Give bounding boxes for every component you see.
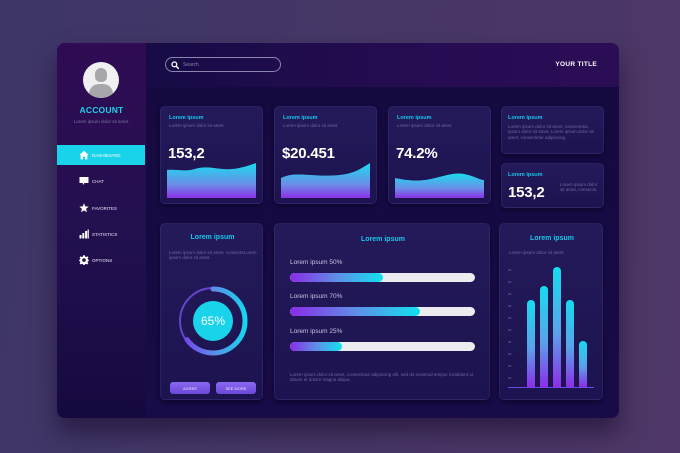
- sidebar-item-label: OPTIONS: [92, 257, 113, 263]
- progress-card-title: Lorem ipsum: [361, 236, 405, 243]
- mini-stat-text: Lorem ipsum dolor sit amet, consecte.: [560, 182, 598, 193]
- axis-tick: 00: [508, 328, 512, 332]
- progress-bar: [290, 273, 475, 282]
- gear-icon: [78, 255, 89, 265]
- chart-bar: [527, 300, 535, 387]
- mini-stat-card: Lorem ipsum 153,2 Lorem ipsum dolor sit …: [501, 163, 604, 208]
- sidebar-item-chat[interactable]: CHAT: [57, 171, 145, 191]
- account-subtitle: Lorem ipsum dolor sit amet.: [73, 119, 130, 124]
- info-card-title: Lorem ipsum: [508, 115, 543, 121]
- agree-button[interactable]: AGREE: [170, 382, 210, 394]
- sidebar-item-label: DASHBOARD: [92, 152, 121, 158]
- stat-card-title: Lorem ipsum: [169, 115, 204, 121]
- chart-bar: [540, 286, 548, 387]
- stat-card-value: 74.2%: [396, 145, 438, 162]
- progress-label: Lorem ipsum 70%: [290, 293, 343, 300]
- stat-card-subtitle: Lorem ipsum dolor sit amet.: [397, 123, 453, 128]
- stat-card: Lorem ipsum Lorem ipsum dolor sit amet. …: [388, 106, 491, 204]
- info-card-text: Lorem ipsum dolor sit amet, consectetur,…: [508, 124, 594, 140]
- progress-bar: [290, 307, 475, 316]
- bar-chart-card: Lorem ipsum Lorem ipsum dolor sit amet. …: [499, 223, 603, 400]
- mini-stat-value: 153,2: [508, 184, 545, 201]
- donut-card: Lorem ipsum Lorem ipsum dolor sit amet, …: [160, 223, 263, 400]
- mini-stat-title: Lorem ipsum: [508, 172, 543, 178]
- stat-card-subtitle: Lorem ipsum dolor sit amet.: [283, 123, 339, 128]
- account-title: ACCOUNT: [79, 105, 124, 115]
- axis-tick: 00: [508, 280, 512, 284]
- area-chart: [167, 162, 256, 198]
- progress-card: Lorem ipsum Lorem ipsum 50% Lorem ipsum …: [274, 223, 490, 400]
- stat-card: Lorem ipsum Lorem ipsum dolor sit amet. …: [160, 106, 263, 204]
- axis-tick: 00: [508, 304, 512, 308]
- avatar-body-icon: [89, 84, 113, 98]
- sidebar-item-label: FAVORITES: [92, 205, 117, 211]
- donut-chart: 65%: [176, 284, 250, 358]
- progress-card-footer: Lorem ipsum dolor sit amet, consectetur …: [290, 372, 474, 383]
- sidebar-item-favorites[interactable]: FAVORITES: [57, 198, 145, 218]
- stat-card-title: Lorem ipsum: [397, 115, 432, 121]
- avatar[interactable]: [83, 62, 119, 98]
- sidebar-item-statistics[interactable]: STATISTICS: [57, 224, 145, 244]
- sidebar-item-label: CHAT: [92, 178, 104, 184]
- area-chart: [281, 162, 370, 198]
- chart-bar: [553, 267, 561, 387]
- axis-tick: 00: [508, 316, 512, 320]
- progress-label: Lorem ipsum 50%: [290, 259, 343, 266]
- search-bar[interactable]: [165, 57, 281, 72]
- dashboard-window: ACCOUNT Lorem ipsum dolor sit amet. DASH…: [57, 43, 619, 418]
- axis-tick: 00: [508, 364, 512, 368]
- bar-chart-subtitle: Lorem ipsum dolor sit amet.: [509, 250, 565, 255]
- stat-card-value: 153,2: [168, 145, 205, 162]
- progress-label: Lorem ipsum 25%: [290, 328, 343, 335]
- stat-card-subtitle: Lorem ipsum dolor sit amet.: [169, 123, 225, 128]
- sidebar-item-label: STATISTICS: [92, 231, 118, 237]
- stat-card-title: Lorem ipsum: [283, 115, 318, 121]
- chart-bar: [566, 300, 574, 387]
- page-title: YOUR TITLE: [555, 61, 597, 68]
- star-icon: [78, 203, 89, 213]
- search-icon: [171, 60, 179, 69]
- donut-card-title: Lorem ipsum: [190, 234, 235, 241]
- progress-fill: [290, 307, 420, 316]
- progress-fill: [290, 273, 383, 282]
- axis-tick: 00: [508, 292, 512, 296]
- sidebar-item-dashboard[interactable]: DASHBOARD: [57, 145, 145, 165]
- sidebar-item-options[interactable]: OPTIONS: [57, 250, 145, 270]
- progress-bar: [290, 342, 475, 351]
- axis-tick: 00: [508, 340, 512, 344]
- main-content: YOUR TITLE Lorem ipsum Lorem ipsum dolor…: [146, 43, 619, 418]
- top-bar: YOUR TITLE: [146, 43, 619, 87]
- area-chart: [395, 162, 484, 198]
- chart-bar: [579, 341, 587, 387]
- chart-baseline: [508, 387, 594, 388]
- stat-card: Lorem ipsum Lorem ipsum dolor sit amet. …: [274, 106, 377, 204]
- axis-tick: 00: [508, 268, 512, 272]
- see-more-button[interactable]: SEE MORE: [216, 382, 256, 394]
- progress-fill: [290, 342, 342, 351]
- stat-card-value: $20.451: [282, 145, 335, 162]
- avatar-head-icon: [95, 68, 107, 82]
- info-card: Lorem ipsum Lorem ipsum dolor sit amet, …: [501, 106, 604, 154]
- donut-card-text: Lorem ipsum dolor sit amet, consecteLore…: [169, 250, 257, 261]
- search-input[interactable]: [183, 61, 273, 68]
- bar-chart-title: Lorem ipsum: [530, 235, 574, 242]
- axis-tick: 00: [508, 376, 512, 380]
- sidebar: ACCOUNT Lorem ipsum dolor sit amet. DASH…: [57, 43, 146, 418]
- chat-icon: [78, 176, 89, 186]
- donut-percent: 65%: [200, 314, 226, 328]
- home-icon: [78, 150, 89, 160]
- bar-chart-icon: [78, 229, 89, 239]
- axis-tick: 00: [508, 352, 512, 356]
